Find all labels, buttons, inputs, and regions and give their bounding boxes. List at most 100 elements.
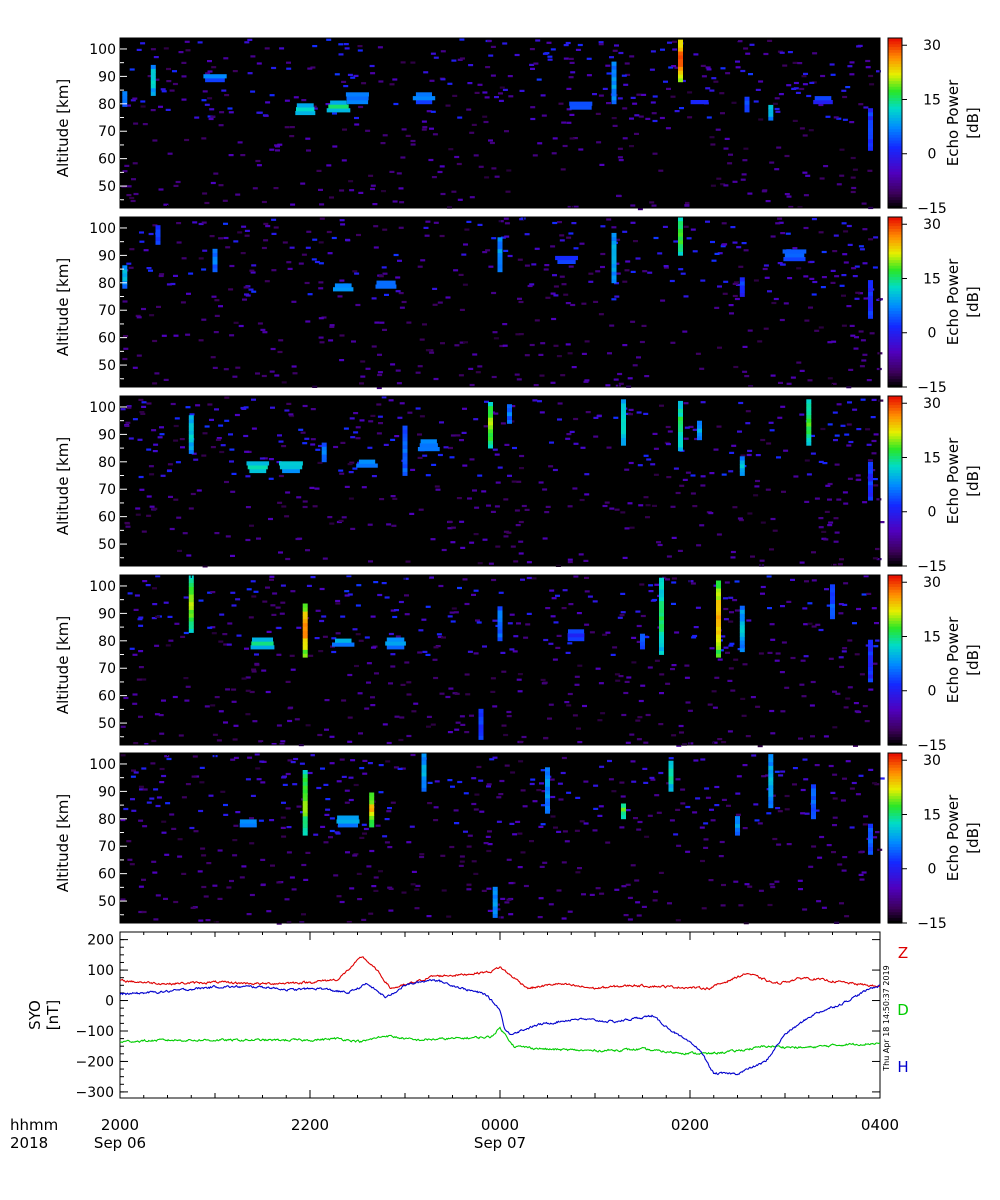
- noise-cell: [700, 484, 706, 487]
- colorbar-segment: [888, 378, 902, 382]
- noise-cell: [194, 116, 200, 119]
- echo-cell: [611, 65, 617, 70]
- noise-cell: [445, 104, 451, 107]
- echo-cell: [611, 61, 617, 66]
- noise-cell: [613, 416, 619, 419]
- noise-cell: [245, 475, 251, 478]
- noise-cell: [382, 835, 388, 838]
- noise-cell: [829, 63, 835, 66]
- noise-cell: [223, 803, 228, 807]
- ytick-label: 100: [89, 400, 116, 416]
- colorbar-label: Echo Power: [944, 616, 962, 703]
- noise-cell: [704, 787, 710, 790]
- noise-cell: [433, 221, 439, 224]
- colorbar-segment: [888, 609, 902, 613]
- echo-cell: [212, 252, 218, 257]
- noise-cell: [846, 305, 852, 308]
- noise-cell: [569, 137, 575, 140]
- noise-cell: [471, 802, 477, 806]
- echo-cell: [611, 92, 617, 97]
- noise-cell: [701, 907, 707, 910]
- noise-cell: [286, 402, 292, 405]
- noise-cell: [125, 525, 131, 528]
- noise-cell: [785, 232, 791, 235]
- noise-cell: [464, 602, 470, 606]
- noise-cell: [629, 145, 634, 148]
- noise-cell: [128, 266, 134, 269]
- colorbar-segment: [888, 413, 902, 417]
- noise-cell: [390, 653, 396, 656]
- noise-cell: [748, 73, 753, 76]
- colorbar-segment: [888, 778, 902, 782]
- noise-cell: [483, 425, 489, 428]
- noise-cell: [266, 630, 272, 633]
- echo-cell: [868, 481, 873, 486]
- noise-cell: [802, 607, 808, 610]
- noise-cell: [865, 428, 871, 431]
- noise-cell: [550, 48, 556, 51]
- noise-cell: [841, 274, 847, 277]
- noise-cell: [873, 236, 879, 239]
- noise-cell: [699, 524, 705, 527]
- noise-cell: [398, 226, 404, 229]
- noise-cell: [799, 127, 805, 130]
- noise-cell: [732, 506, 738, 509]
- noise-cell: [672, 40, 677, 43]
- noise-cell: [843, 706, 849, 709]
- noise-cell: [355, 604, 361, 607]
- colorbar-segment: [888, 880, 902, 884]
- syo-magnetometer-panel: SYO [nT] Thu Apr 18 14:50:37 2019 −300−2…: [26, 931, 909, 1101]
- mag-ylabel-syo: SYO: [26, 1000, 44, 1030]
- colorbar-label: Echo Power: [944, 437, 962, 524]
- noise-cell: [627, 377, 633, 380]
- noise-cell: [775, 110, 781, 113]
- echo-cell: [239, 819, 257, 824]
- noise-cell: [281, 445, 287, 448]
- noise-cell: [782, 64, 788, 67]
- noise-cell: [419, 855, 425, 859]
- noise-cell: [325, 103, 331, 106]
- noise-cell: [622, 137, 628, 140]
- noise-cell: [823, 735, 829, 738]
- echo-cell: [205, 78, 225, 83]
- noise-cell: [754, 819, 760, 822]
- noise-cell: [652, 899, 658, 902]
- colorbar-segment: [888, 611, 902, 616]
- echo-cell: [811, 791, 816, 797]
- noise-cell: [666, 476, 672, 479]
- noise-cell: [580, 446, 586, 449]
- noise-cell: [289, 246, 295, 249]
- noise-cell: [494, 175, 500, 178]
- noise-cell: [395, 290, 401, 293]
- colorbar-segment: [888, 273, 902, 278]
- noise-cell: [858, 774, 864, 777]
- noise-cell: [593, 807, 599, 810]
- noise-cell: [728, 470, 734, 473]
- echo-feature: [782, 249, 807, 262]
- colorbar-segment: [888, 628, 902, 633]
- colorbar-segment: [888, 83, 902, 87]
- noise-cell: [218, 640, 224, 643]
- noise-cell: [504, 764, 510, 767]
- colorbar-segment: [888, 222, 902, 227]
- colorbar-segment: [888, 906, 902, 910]
- colorbar-segment: [888, 262, 902, 266]
- noise-cell: [260, 858, 266, 861]
- colorbar-label: Echo Power: [944, 79, 962, 166]
- x-tick-label: 2200: [291, 1116, 329, 1134]
- noise-cell: [770, 794, 776, 797]
- noise-cell: [517, 673, 523, 676]
- noise-cell: [207, 97, 213, 100]
- echo-cell: [611, 69, 617, 74]
- noise-cell: [299, 762, 305, 765]
- colorbar-segment: [888, 447, 902, 451]
- noise-cell: [807, 622, 813, 625]
- noise-cell: [126, 262, 132, 265]
- noise-cell: [652, 432, 658, 435]
- noise-cell: [333, 445, 339, 449]
- noise-cell: [486, 887, 492, 890]
- noise-cell: [253, 590, 259, 593]
- noise-cell: [551, 152, 557, 155]
